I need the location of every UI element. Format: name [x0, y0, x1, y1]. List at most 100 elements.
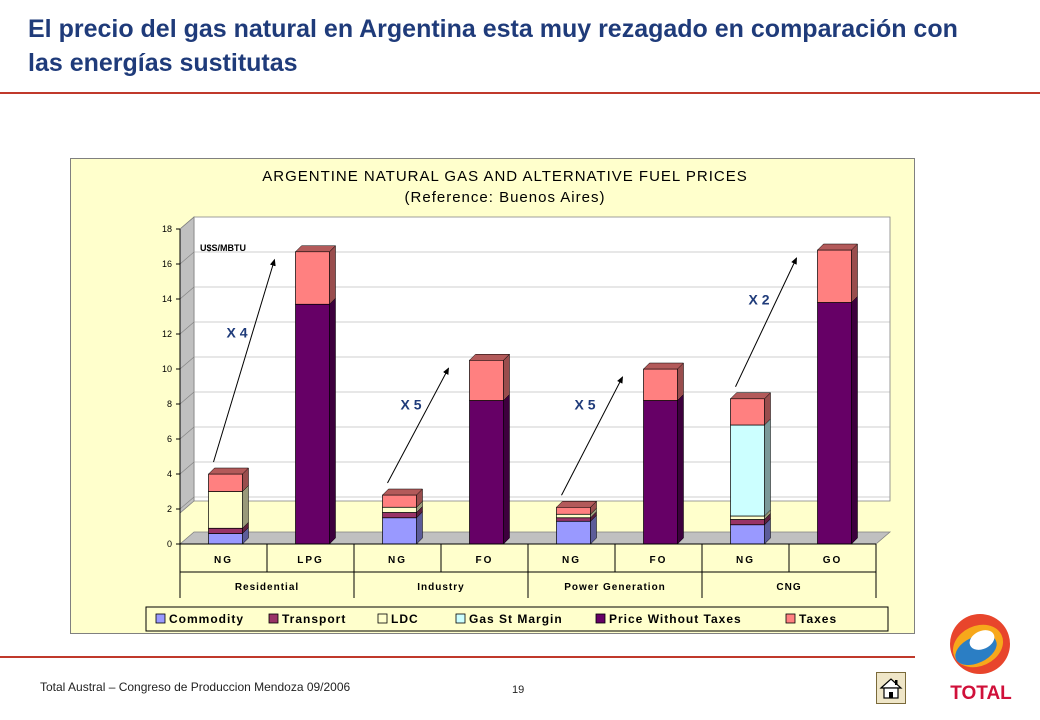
bar-segment-side — [503, 393, 510, 545]
group-label: Residential — [235, 582, 299, 593]
legend-item: Transport — [268, 612, 346, 626]
bar-segment — [817, 295, 858, 545]
slide-title: El precio del gas natural en Argentina e… — [28, 15, 958, 77]
y-tick-label: 4 — [167, 469, 172, 479]
group-label: Power Generation — [564, 582, 666, 593]
gridline-side — [179, 216, 195, 230]
multiplier-label: X 2 — [748, 291, 769, 307]
y-tick-label: 6 — [167, 434, 172, 444]
y-axis-ticks: 0 2 4 6 8 10 12 14 16 18 — [162, 224, 181, 549]
group-labels: Residential Industry Power Generation CNG — [235, 582, 801, 593]
page-number: 19 — [512, 684, 525, 696]
bar-segment — [295, 245, 336, 305]
y-tick-label: 12 — [162, 329, 172, 339]
category-label: NG — [736, 555, 755, 566]
group-label: CNG — [776, 582, 801, 593]
legend: Commodity Transport LDC Gas St Margin Price … — [155, 612, 837, 626]
bar-top — [381, 488, 424, 496]
legend-swatch — [595, 613, 606, 624]
bar-segment-front — [556, 513, 591, 519]
bar-segment-front — [295, 303, 330, 545]
legend-swatch — [268, 613, 279, 624]
bar-segment-side — [851, 295, 858, 545]
footer-divider — [0, 656, 915, 658]
multiplier-label: X 5 — [400, 396, 421, 412]
legend-label: Taxes — [799, 612, 837, 626]
plot-side-wall — [179, 216, 195, 514]
bar-segment — [643, 393, 684, 545]
category-table — [179, 543, 877, 598]
bar-top — [555, 501, 598, 508]
legend-label: Transport — [282, 612, 346, 626]
bar-segment-front — [295, 251, 330, 305]
bars — [207, 243, 859, 545]
bar-segment — [295, 297, 336, 545]
bar-segment — [208, 521, 249, 535]
legend-label: LDC — [391, 612, 419, 626]
y-tick-label: 14 — [162, 294, 172, 304]
multiplier-arrow — [387, 367, 449, 484]
bar-segment-front — [730, 524, 765, 545]
bar-segment-front — [382, 512, 417, 519]
category-label: NG — [214, 555, 233, 566]
chart-subtitle: (Reference: Buenos Aires) — [405, 189, 606, 206]
bar-top — [816, 243, 859, 251]
bar-segment-front — [556, 517, 591, 522]
legend-item: Commodity — [155, 612, 244, 626]
bar-segment-front — [730, 424, 765, 517]
bar-segment-side — [329, 245, 336, 305]
legend-item: LDC — [377, 612, 419, 626]
multiplier-label: X 5 — [574, 396, 595, 412]
bar-segment-front — [643, 368, 678, 401]
bar-segment — [469, 353, 510, 402]
bar-top — [294, 245, 337, 252]
y-tick-label: 18 — [162, 224, 172, 234]
unit-label: U$S/MBTU — [200, 243, 246, 253]
gridline-side — [179, 496, 195, 510]
bar-segment-side — [851, 243, 858, 304]
gridline-side — [179, 461, 195, 475]
legend-item: Gas St Margin — [455, 612, 563, 626]
total-logo: TOTAL — [950, 614, 1012, 704]
chart-title: ARGENTINE NATURAL GAS AND ALTERNATIVE FU… — [262, 168, 747, 185]
fuel-prices-chart: ARGENTINE NATURAL GAS AND ALTERNATIVE FU… — [70, 158, 915, 634]
category-label: LPG — [297, 555, 324, 566]
bar-segment — [817, 243, 858, 304]
gridline-side — [179, 321, 195, 335]
y-tick-label: 10 — [162, 364, 172, 374]
bar-segment — [643, 362, 684, 402]
home-button[interactable] — [876, 672, 906, 704]
category-labels: NG LPG NG FO NG FO NG GO — [214, 555, 843, 566]
bar-segment-front — [382, 506, 417, 513]
gridline-side — [179, 426, 195, 440]
bar-segment-front — [208, 527, 243, 534]
y-tick-label: 2 — [167, 504, 172, 514]
home-icon — [879, 678, 903, 699]
legend-item: Taxes — [785, 612, 837, 626]
y-tick-label: 0 — [167, 539, 172, 549]
y-tick-label: 8 — [167, 399, 172, 409]
category-label: NG — [562, 555, 581, 566]
bar-segment-front — [469, 359, 504, 401]
bar-segment-front — [208, 473, 243, 492]
category-label: GO — [823, 555, 843, 566]
legend-label: Commodity — [169, 612, 244, 626]
bar-segment-front — [817, 302, 852, 545]
legend-swatch — [455, 613, 466, 624]
bar-top — [642, 362, 685, 370]
legend-swatch — [377, 613, 388, 624]
bar-segment — [730, 418, 771, 517]
bar-segment-side — [677, 393, 684, 545]
legend-label: Gas St Margin — [469, 612, 563, 626]
bar-segment-side — [242, 484, 249, 529]
legend-label: Price Without Taxes — [609, 612, 742, 626]
multiplier-arrow — [213, 258, 276, 463]
title-divider — [0, 92, 1040, 94]
bar-segment — [382, 511, 423, 545]
bar-segment — [469, 393, 510, 545]
legend-swatch — [785, 613, 796, 624]
gridline-side — [179, 356, 195, 370]
group-label: Industry — [417, 582, 464, 593]
multiplier-label: X 4 — [226, 325, 247, 341]
bar-segment — [208, 484, 249, 529]
